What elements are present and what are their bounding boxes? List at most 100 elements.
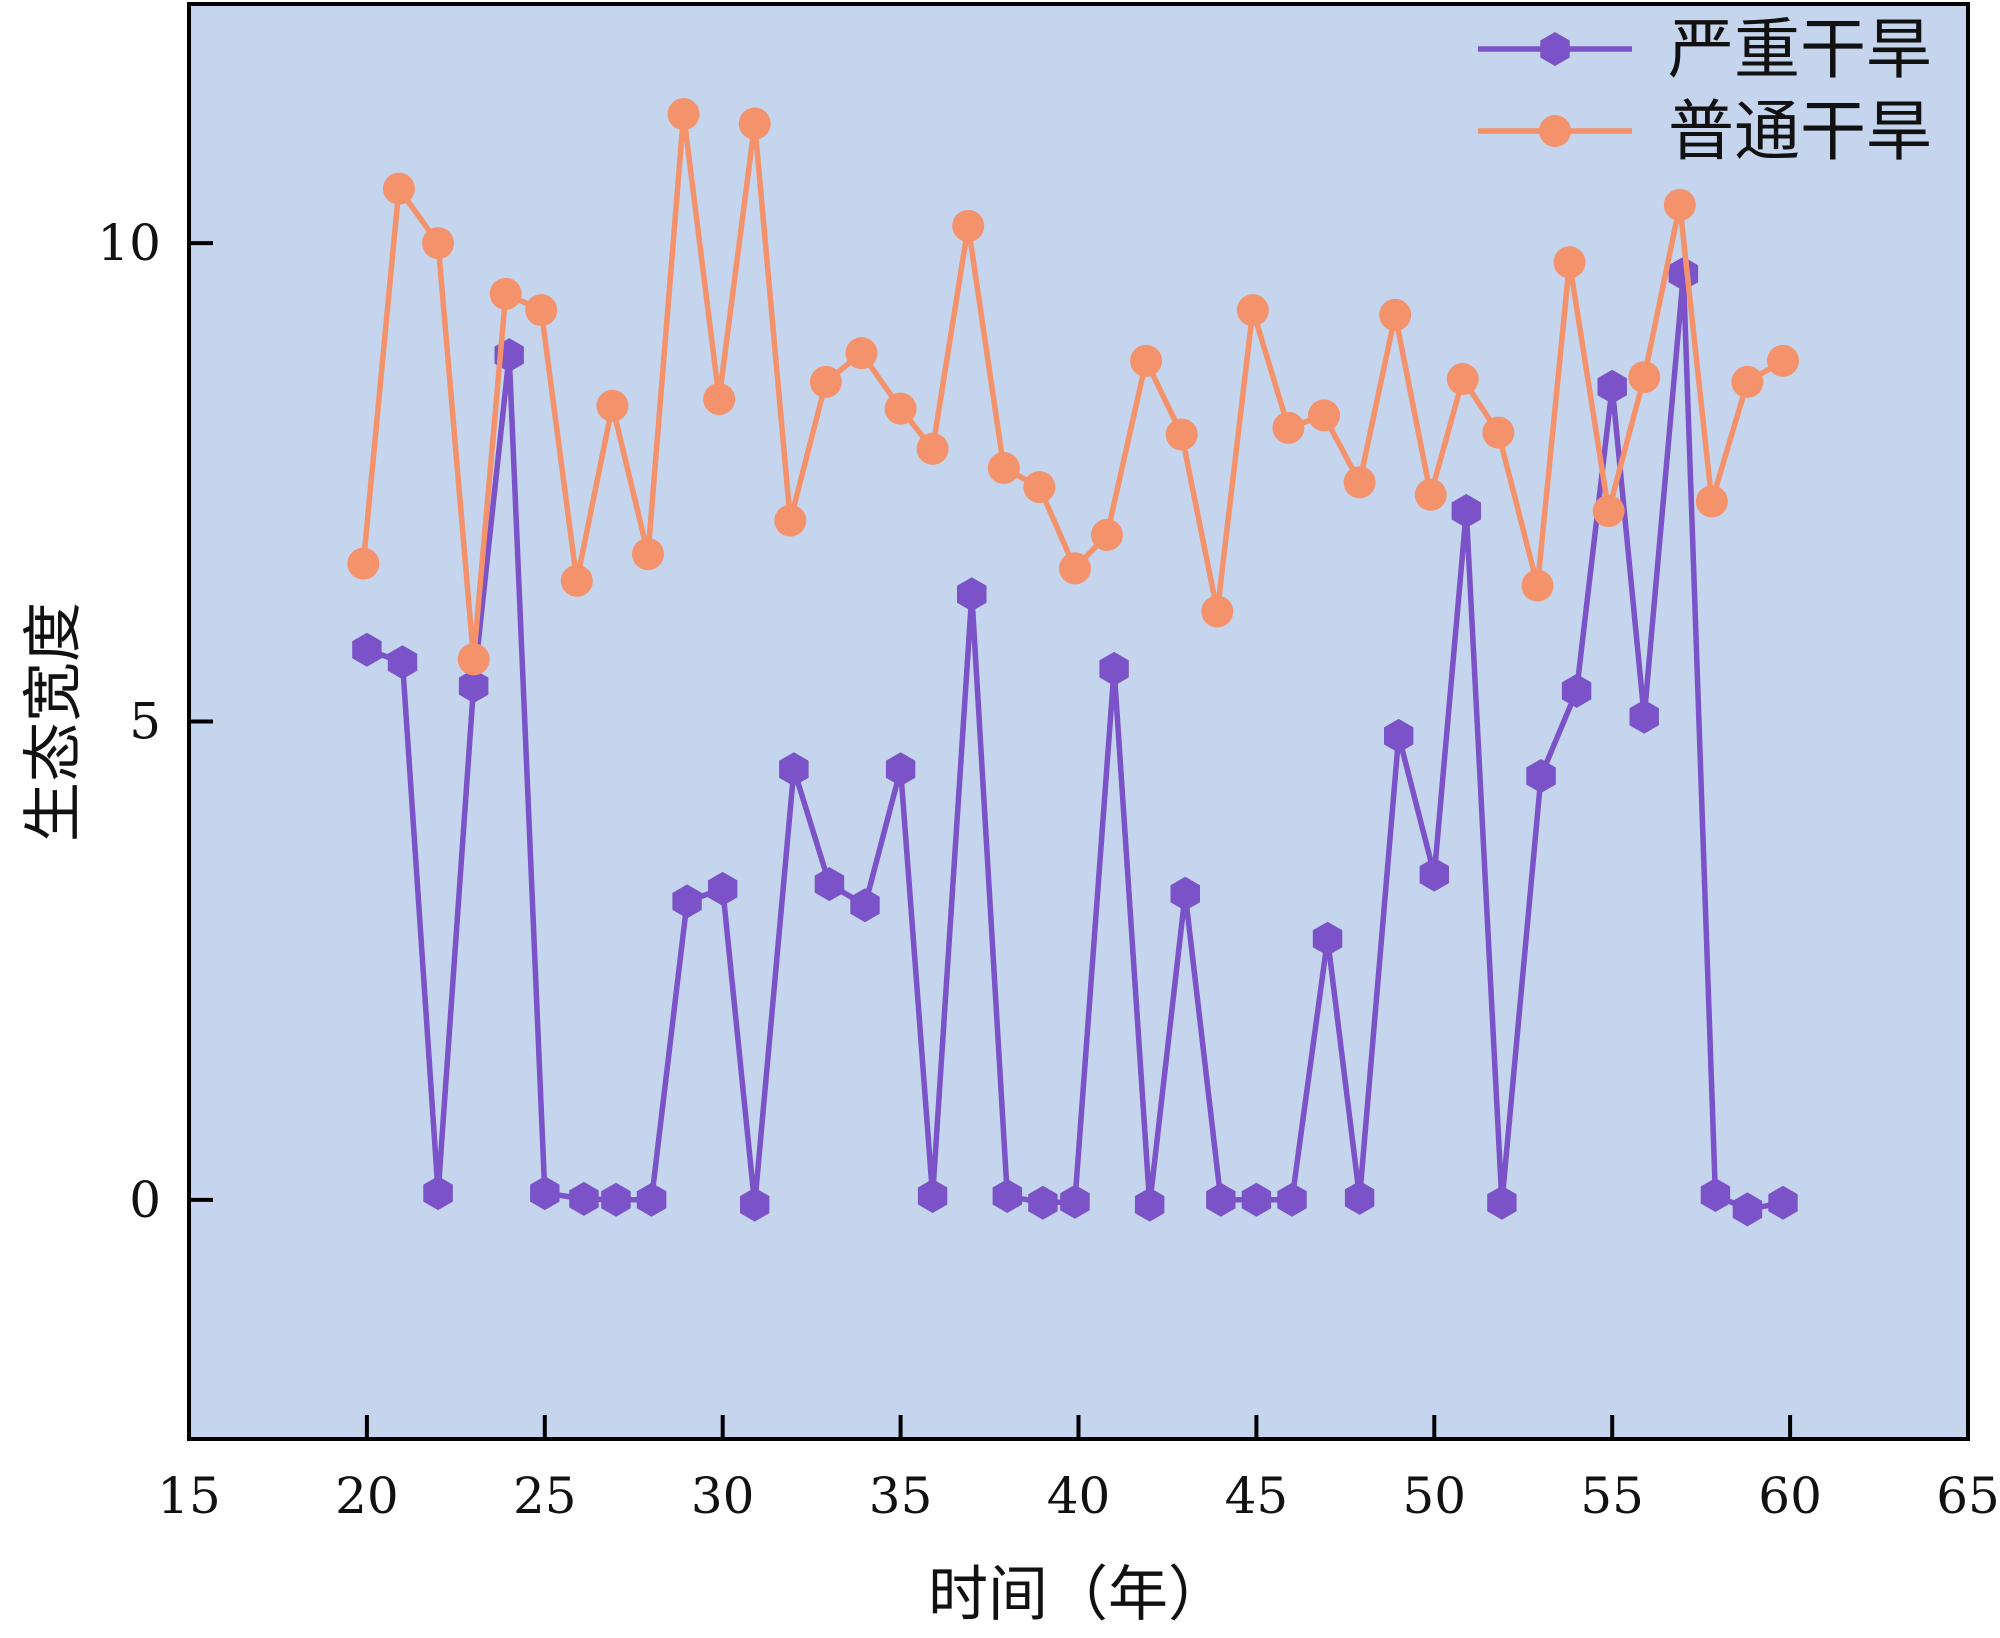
legend-item: 普通干旱: [1478, 93, 1932, 170]
y-tick-label: 10: [97, 214, 161, 272]
x-tick-label: 55: [1580, 1467, 1644, 1525]
data-point: [1023, 471, 1056, 504]
x-tick-label: 15: [157, 1467, 221, 1525]
x-tick-label: 30: [691, 1467, 755, 1525]
data-point: [347, 547, 380, 580]
data-point: [987, 451, 1020, 484]
data-point: [1343, 466, 1376, 499]
data-point: [1732, 1192, 1763, 1227]
data-point: [740, 1187, 770, 1222]
data-point: [1487, 1185, 1517, 1220]
data-point: [957, 577, 987, 612]
y-tick-label: 5: [129, 693, 161, 751]
legend-item: 严重干旱: [1478, 11, 1932, 88]
data-point: [1170, 876, 1200, 911]
data-point: [1768, 1185, 1798, 1220]
data-point: [458, 669, 489, 704]
data-point: [667, 98, 700, 131]
data-point: [457, 643, 490, 676]
data-point: [1201, 595, 1234, 628]
series-2: [347, 98, 1799, 676]
data-point: [1663, 188, 1696, 221]
y-tick-label: 0: [129, 1171, 161, 1229]
data-point: [885, 752, 916, 787]
x-tick-label: 40: [1047, 1467, 1111, 1525]
data-point: [1165, 418, 1198, 451]
data-point: [845, 337, 878, 370]
x-tick-label: 35: [869, 1467, 933, 1525]
data-point: [1731, 365, 1764, 398]
data-point: [774, 504, 807, 537]
data-point: [1344, 1180, 1375, 1215]
data-point: [1379, 298, 1412, 331]
data-point: [917, 1179, 948, 1213]
data-point: [809, 365, 842, 398]
data-point: [1521, 569, 1554, 602]
x-tick-label: 60: [1758, 1467, 1822, 1525]
data-point: [1592, 495, 1625, 528]
data-point: [1482, 416, 1515, 449]
data-point: [1060, 1184, 1090, 1219]
y-axis-title: 生态宽度: [19, 602, 89, 842]
x-tick-label: 65: [1936, 1467, 2000, 1525]
x-tick-label: 25: [513, 1467, 577, 1525]
data-point: [814, 867, 845, 902]
data-point: [1553, 246, 1586, 279]
data-point: [850, 888, 880, 923]
x-tick-label: 50: [1402, 1467, 1466, 1525]
data-point: [1700, 1178, 1731, 1212]
data-point: [884, 392, 917, 425]
data-point: [631, 538, 664, 571]
axis-layer: 15 20 25 30 35 40 45 50 55 60 65 0 5 10: [97, 214, 1999, 1525]
data-point: [1130, 344, 1163, 377]
data-point: [489, 277, 522, 310]
data-point: [636, 1182, 667, 1217]
data-point: [569, 1181, 599, 1216]
data-point: [952, 209, 985, 242]
data-point: [1526, 759, 1556, 793]
data-point: [1312, 921, 1343, 956]
data-point: [1419, 857, 1449, 892]
data-point: [1134, 1187, 1165, 1222]
data-point: [1695, 485, 1728, 518]
data-point: [708, 871, 738, 906]
data-point: [1451, 494, 1481, 528]
data-point: [1099, 651, 1129, 686]
data-point: [596, 389, 629, 422]
data-point: [738, 107, 771, 140]
data-point: [916, 432, 949, 465]
series-layer: [347, 98, 1799, 1227]
data-point: [530, 1176, 560, 1211]
data-point: [1241, 1182, 1272, 1217]
data-point: [423, 1176, 453, 1211]
plot-frame: [187, 2, 1970, 1441]
data-point: [422, 227, 455, 260]
data-point: [992, 1179, 1023, 1213]
data-point: [1028, 1185, 1058, 1220]
data-point: [387, 645, 418, 680]
data-point: [382, 172, 415, 205]
data-point: [1206, 1182, 1236, 1217]
data-point: [1629, 699, 1659, 734]
data-point: [1597, 369, 1627, 404]
data-point: [1766, 344, 1799, 377]
data-point: [1236, 294, 1269, 327]
legend-marker: [1540, 32, 1570, 66]
x-axis-title: 时间（年）: [928, 1560, 1228, 1630]
data-point: [1384, 718, 1414, 753]
data-point: [1446, 363, 1479, 396]
data-point: [1277, 1182, 1307, 1217]
data-point: [560, 564, 593, 597]
data-point: [352, 632, 382, 667]
data-point: [1272, 411, 1305, 444]
data-point: [525, 294, 558, 327]
legend-marker: [1539, 115, 1571, 147]
legend-label: 普通干旱: [1668, 93, 1932, 170]
data-point: [779, 752, 809, 787]
data-point: [1058, 552, 1091, 585]
data-point: [703, 383, 736, 416]
data-point: [1308, 399, 1341, 432]
